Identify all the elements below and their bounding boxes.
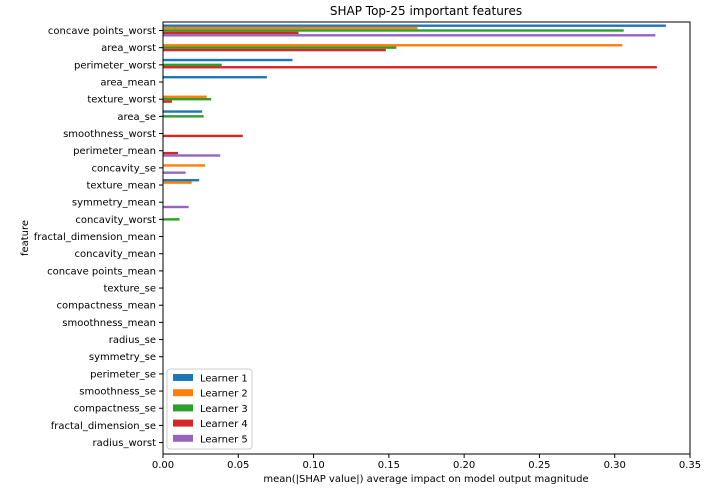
y-tick-label: perimeter_se — [90, 369, 156, 380]
bar — [163, 95, 207, 98]
bar — [163, 134, 243, 138]
y-axis-ticks: concave points_worst area_worst perimeter_… — [34, 26, 163, 449]
bar — [163, 58, 293, 62]
legend-label: Learner 2 — [200, 389, 248, 400]
y-tick-label: radius_se — [109, 335, 156, 346]
y-tick-label: smoothness_mean — [62, 318, 156, 329]
y-tick-label: perimeter_worst — [74, 60, 156, 71]
bar — [163, 171, 186, 174]
y-tick-label: concave points_mean — [47, 266, 156, 277]
y-tick-label: perimeter_mean — [73, 146, 156, 157]
y-tick-label: smoothness_se — [79, 387, 156, 398]
y-tick-label: area_mean — [100, 78, 156, 89]
y-tick-label: concavity_se — [92, 163, 156, 174]
bar — [163, 164, 206, 167]
legend-swatch — [173, 419, 193, 427]
y-tick-label: fractal_dimension_se — [51, 421, 156, 432]
bar — [163, 100, 173, 103]
bar — [163, 76, 267, 79]
y-tick-label: concavity_worst — [75, 215, 156, 226]
y-tick-label: concave points_worst — [48, 26, 156, 37]
bar — [163, 179, 200, 182]
bar — [163, 31, 299, 35]
x-tick-label: 0.25 — [528, 460, 550, 471]
y-tick-label: symmetry_se — [89, 352, 156, 363]
x-tick-label: 0.10 — [302, 460, 324, 471]
y-tick-label: concavity_mean — [75, 249, 156, 260]
x-tick-label: 0.05 — [227, 460, 249, 471]
x-tick-label: 0.35 — [679, 460, 701, 471]
y-axis-label: feature — [20, 220, 31, 256]
bar — [163, 110, 203, 113]
x-tick-label: 0.30 — [604, 460, 626, 471]
legend-label: Learner 4 — [200, 419, 248, 430]
x-tick-label: 0.00 — [152, 460, 174, 471]
legend-swatch — [173, 404, 193, 412]
y-tick-label: symmetry_mean — [72, 198, 156, 209]
legend-box — [166, 368, 253, 450]
y-tick-label: area_se — [117, 112, 156, 123]
x-axis-label: mean(|SHAP value|) average impact on mod… — [263, 474, 588, 485]
chart-title: SHAP Top-25 important features — [330, 4, 522, 18]
bar — [163, 205, 189, 209]
bar — [163, 151, 179, 155]
bar — [163, 34, 656, 37]
legend-label: Learner 5 — [200, 434, 248, 445]
bar — [163, 218, 180, 221]
legend-label: Learner 1 — [200, 374, 248, 385]
legend: Learner 1 Learner 2 Learner 3 Learner 4 Lear… — [166, 368, 253, 450]
y-tick-label: texture_mean — [87, 181, 156, 192]
y-tick-label: fractal_dimension_mean — [34, 232, 156, 243]
bar — [163, 154, 221, 157]
bar — [163, 48, 386, 52]
bar — [163, 46, 397, 49]
axes-frame — [162, 21, 691, 455]
y-tick-label: texture_se — [104, 284, 156, 295]
bar — [163, 44, 623, 47]
x-tick-label: 0.15 — [378, 460, 400, 471]
y-tick-label: area_worst — [101, 43, 156, 54]
bar-group — [163, 24, 666, 221]
bar — [163, 26, 418, 30]
bar — [163, 66, 657, 69]
bar — [163, 63, 222, 67]
y-tick-label: compactness_se — [73, 404, 156, 415]
legend-label: Learner 3 — [200, 404, 248, 415]
y-tick-label: smoothness_worst — [63, 129, 156, 140]
y-tick-label: compactness_mean — [56, 301, 156, 312]
bar — [163, 24, 666, 27]
bar — [163, 29, 624, 32]
y-tick-label: radius_worst — [93, 438, 157, 449]
bar — [163, 115, 204, 118]
legend-swatch — [173, 389, 193, 397]
legend-swatch — [173, 434, 193, 442]
bar — [163, 97, 212, 101]
x-tick-label: 0.20 — [453, 460, 475, 471]
y-tick-label: texture_worst — [87, 95, 156, 106]
x-axis-ticks: 0.00 0.05 0.10 0.15 0.20 0.25 0.30 0.35 — [152, 454, 701, 471]
bar — [163, 181, 192, 184]
legend-swatch — [173, 374, 193, 381]
